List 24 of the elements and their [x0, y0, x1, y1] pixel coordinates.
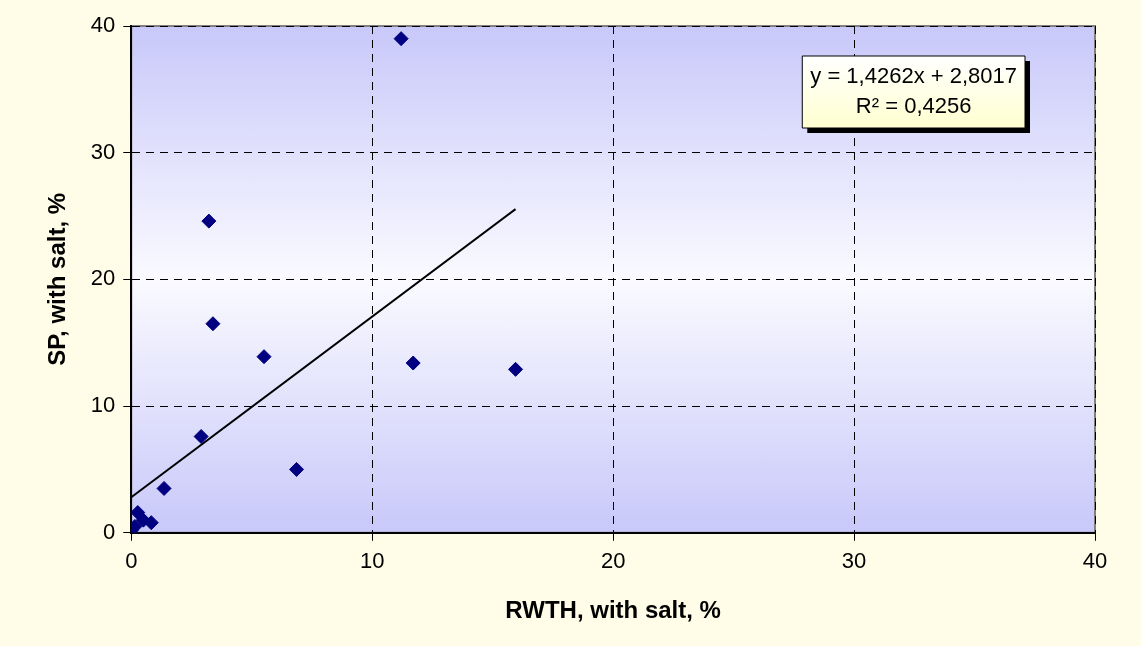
- y-tick-label: 20: [90, 265, 116, 291]
- y-tick-label: 0: [103, 518, 116, 544]
- point: [156, 480, 172, 496]
- point: [193, 429, 209, 445]
- x-axis-title: RWTH, with salt, %: [505, 596, 721, 624]
- point: [256, 349, 272, 365]
- y-axis-title: SP, with salt, %: [43, 192, 71, 366]
- point: [405, 355, 421, 371]
- x-tick-label: 20: [600, 548, 626, 574]
- point: [201, 213, 217, 229]
- point: [205, 316, 221, 332]
- x-tick-label: 40: [1082, 548, 1108, 574]
- annotation: y = 1,4262x + 2,8017: [810, 63, 1018, 89]
- point: [508, 361, 524, 377]
- x-tick-label: 0: [125, 548, 138, 574]
- y-tick-label: 30: [90, 138, 116, 164]
- x-tick-label: 30: [841, 548, 867, 574]
- annotation: R² = 0,4256: [855, 93, 972, 119]
- x-tick-label: 10: [359, 548, 385, 574]
- y-tick-label: 10: [90, 392, 116, 418]
- point: [393, 31, 409, 47]
- y-tick-label: 40: [90, 12, 116, 38]
- point: [135, 512, 151, 528]
- point: [289, 461, 305, 477]
